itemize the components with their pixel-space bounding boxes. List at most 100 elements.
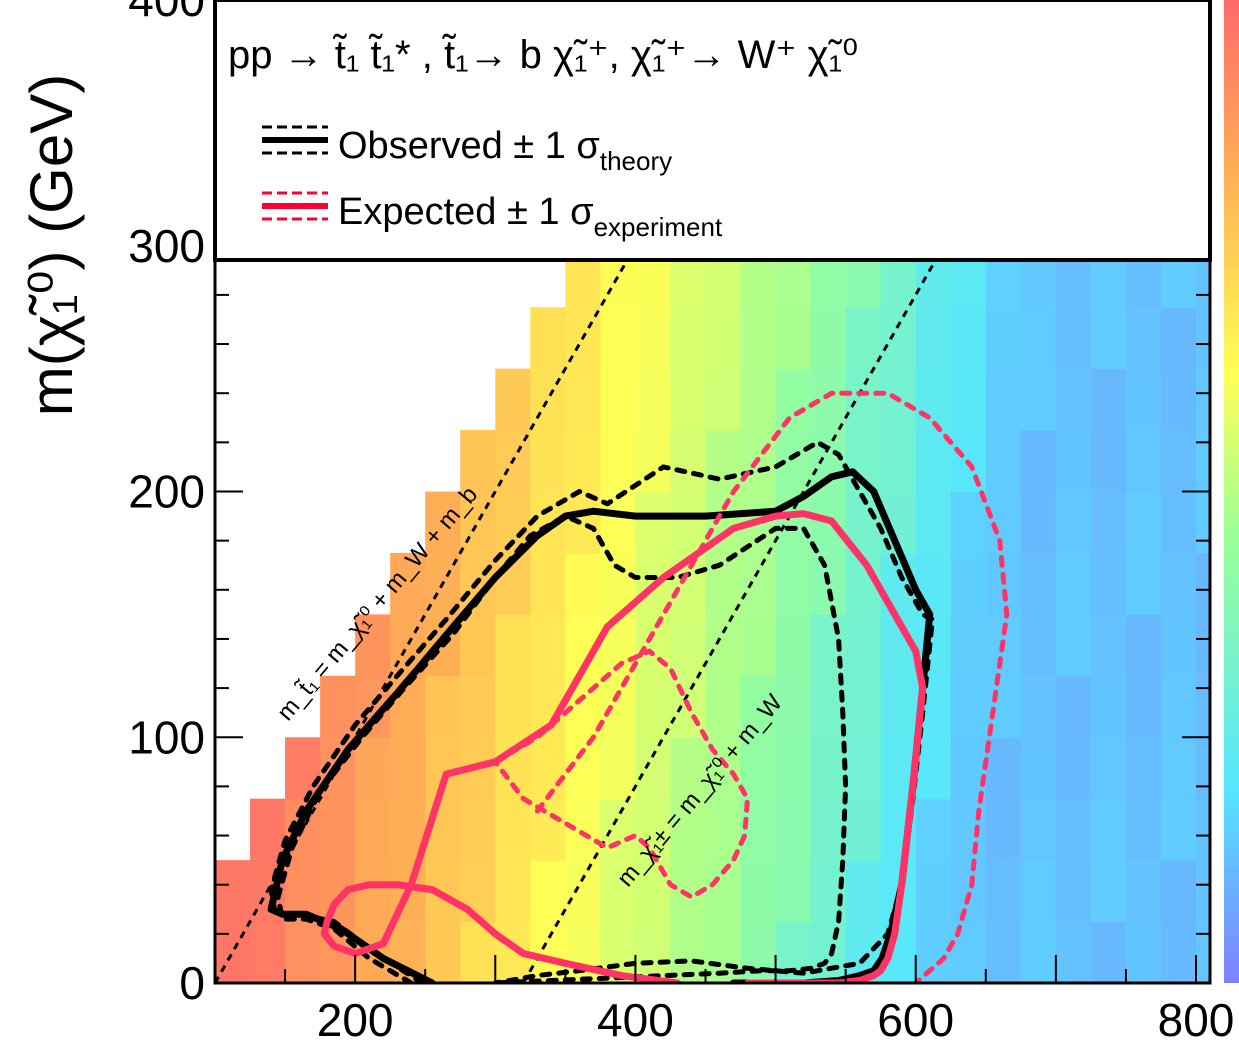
heatmap-cell [1055,307,1092,370]
heatmap-cell [425,675,461,738]
heatmap-cell [635,737,672,800]
heatmap-cell [355,798,391,861]
heatmap-cell [810,921,847,983]
heatmap-cell [950,675,987,738]
heatmap-cell [670,491,707,554]
heatmap-cell [1160,860,1197,923]
heatmap-cell [670,614,707,677]
heatmap-cell [1020,430,1057,493]
heatmap-cell [775,368,812,431]
heatmap-cell [740,675,777,738]
heatmap-cell [740,921,777,983]
heatmap-cell [1055,430,1092,493]
heatmap-cell [530,430,566,493]
heatmap-cell [1020,860,1057,923]
heatmap-cell [390,675,426,738]
heatmap-cell [1195,368,1210,431]
heatmap-cell [950,614,987,677]
heatmap-cell [460,798,496,861]
heatmap-cell [1055,614,1092,677]
heatmap-cell [530,614,566,677]
heatmap-cell [1090,737,1127,800]
heatmap-cell [355,737,391,800]
heatmap-cell [320,675,356,738]
heatmap-cell [1090,552,1127,615]
heatmap-cell [1125,860,1162,923]
heatmap-cell [600,675,637,738]
heatmap-cell [740,368,777,431]
heatmap-cell [775,552,812,615]
tick-labels: 200 400 600 800 0 100 200 300 400 [128,0,1234,1046]
heatmap-cell [810,307,847,370]
heatmap-cell [1195,675,1210,738]
heatmap-cell [705,430,742,493]
heatmap-cell [1055,675,1092,738]
heatmap-cell [845,368,882,431]
heatmap-cell [740,307,777,370]
heatmap-cell [495,798,531,861]
heatmap-cell [1020,552,1057,615]
heatmap-cell [670,307,707,370]
heatmap-cell [915,430,952,493]
heatmap-cell [1160,675,1197,738]
heatmap-cell [880,307,917,370]
heatmap-cell [1125,675,1162,738]
heatmap-cell [1195,307,1210,370]
heatmap-cell [635,921,672,983]
heatmap-cell [460,675,496,738]
heatmap-cell [1090,860,1127,923]
x-tick-label: 200 [317,994,394,1046]
heatmap-cell [565,860,601,923]
heatmap-cell [740,737,777,800]
heatmap-cell [320,798,356,861]
heatmap-cell [1055,737,1092,800]
heatmap-cell [915,737,952,800]
heatmap-cell [460,614,496,677]
heatmap-cell [635,307,672,370]
heatmap-cell [530,552,566,615]
heatmap-cell [635,675,672,738]
heatmap-cell [565,491,601,554]
heatmap-cell [1090,614,1127,677]
heatmap-cell [1090,675,1127,738]
heatmap-cell [1195,491,1210,554]
heatmap-cell [740,860,777,923]
heatmap-cell [670,737,707,800]
heatmap-cell [1160,368,1197,431]
heatmap-cell [1195,737,1210,800]
heatmap-cell [985,737,1022,800]
heatmap-cell [565,921,601,983]
heatmap-cell [285,921,321,983]
heatmap-cell [1160,430,1197,493]
heatmap-cell [1125,921,1162,983]
heatmap-cell [425,491,461,554]
heatmap-cell [950,307,987,370]
heatmap-cells [215,0,1210,983]
legend-expected-subscript: experiment [594,212,723,242]
heatmap-cell [1020,737,1057,800]
heatmap-cell [250,798,286,861]
heatmap-cell [670,430,707,493]
heatmap-cell [1055,491,1092,554]
heatmap-cell [215,860,251,923]
heatmap-cell [460,491,496,554]
heatmap-cell [1195,921,1210,983]
heatmap-cell [915,491,952,554]
heatmap-cell [1195,614,1210,677]
y-axis-title: m(χ̃₁⁰) (GeV) [18,74,85,416]
heatmap-cell [1160,737,1197,800]
heatmap-cell [985,491,1022,554]
heatmap-cell [915,860,952,923]
heatmap-cell [670,368,707,431]
heatmap-cell [635,798,672,861]
contour-observed-1- [268,439,935,983]
heatmap-cell [635,614,672,677]
heatmap-cell [985,307,1022,370]
y-tick-label: 200 [128,466,205,518]
contour-observed-1- [275,513,849,983]
heatmap-cell [705,552,742,615]
heatmap-cell [950,860,987,923]
heatmap-cell [985,921,1022,983]
contour-expected-1- [492,648,750,900]
heatmap-cell [915,307,952,370]
